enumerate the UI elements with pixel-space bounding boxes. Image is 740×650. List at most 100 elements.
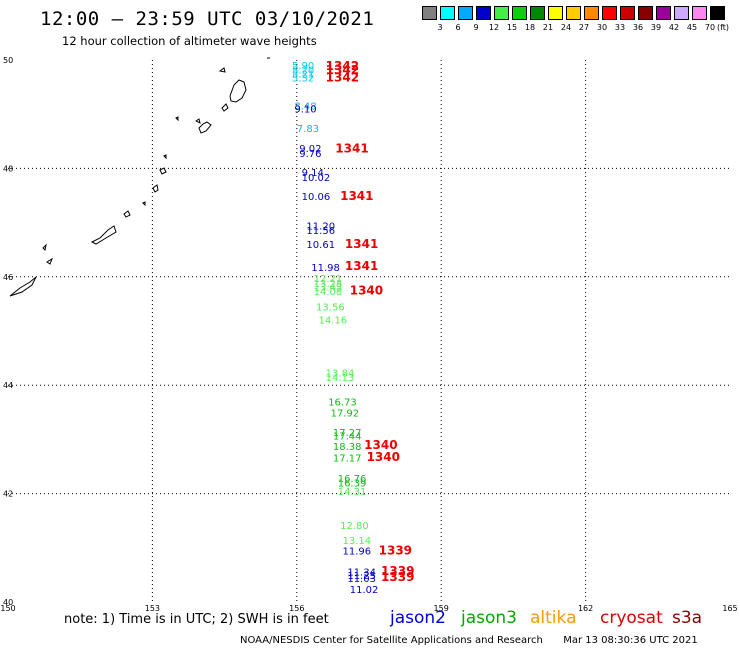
pass-number: 1340 [364, 438, 397, 452]
pass-number: 1340 [350, 284, 383, 298]
scale-swatch [422, 6, 437, 20]
pass-number: 1341 [335, 142, 368, 156]
lon-label: 156 [289, 604, 304, 613]
swh-value: 5.20 [292, 66, 314, 77]
pass-number: 1340 [367, 450, 400, 464]
scale-label: 36 [632, 23, 644, 32]
swh-value: 11.03 [347, 574, 376, 585]
lat-label: 40 [3, 598, 13, 607]
swh-value: 13.28 [314, 279, 343, 290]
pass-number: 1339 [379, 543, 412, 557]
map-title: 12:00 – 23:59 UTC 03/10/2021 [40, 8, 375, 30]
lat-label: 46 [3, 273, 13, 282]
satellite-jason2: jason2 [390, 608, 446, 628]
swh-value: 17.17 [333, 454, 362, 465]
scale-swatch [710, 6, 725, 20]
swh-value: 11.25 [347, 571, 376, 582]
scale-label: 18 [524, 23, 536, 32]
satellite-jason3: jason3 [461, 608, 517, 628]
satellite-s3a: s3a [672, 608, 703, 628]
lon-label: 159 [434, 604, 449, 613]
pass-number: 1341 [345, 259, 378, 273]
scale-swatch [674, 6, 689, 20]
swh-value: 16.39 [338, 479, 367, 490]
pass-number: 1342 [326, 71, 359, 85]
swh-value: 11.96 [343, 546, 372, 557]
scale-label: 27 [578, 23, 590, 32]
scale-label: 39 [650, 23, 662, 32]
swh-value: 11.20 [306, 222, 335, 233]
swh-value: 9.10 [294, 105, 316, 116]
swh-value: 16.73 [328, 397, 357, 408]
swh-value: 7.83 [297, 124, 319, 135]
swh-value: 14.16 [318, 315, 347, 326]
scale-label: 15 [506, 23, 518, 32]
swh-value: 17.44 [333, 431, 362, 442]
pass-number: 1339 [381, 570, 414, 584]
generated-timestamp: Mar 13 08:30:36 UTC 2021 [563, 635, 698, 646]
scale-swatch [494, 6, 509, 20]
scale-label: 42 [668, 23, 680, 32]
footer-note: note: 1) Time is in UTC; 2) SWH is in fe… [64, 612, 329, 627]
swh-value: 11.02 [350, 585, 379, 596]
axis-labels: 150 153 156 159 162 165 50 48 46 44 42 40 [0, 56, 737, 613]
pass-number: 1342 [326, 63, 359, 77]
scale-label: 70 [704, 23, 716, 32]
lat-label: 44 [3, 381, 13, 390]
swh-value: 17.92 [330, 409, 359, 420]
swh-value: 12.80 [340, 521, 369, 532]
lat-label: 42 [3, 490, 13, 499]
pass-number: 1342 [326, 59, 359, 73]
scale-label: 12 [488, 23, 500, 32]
scale-label: 30 [596, 23, 608, 32]
graticule [8, 60, 730, 602]
lon-label: 165 [722, 604, 737, 613]
scale-swatch [440, 6, 455, 20]
swh-value: 9.76 [299, 149, 321, 160]
scale-swatch [458, 6, 473, 20]
swh-value: 5.32 [292, 74, 314, 85]
pass-numbers: 1342134213421341134113411341134013401340… [326, 59, 415, 584]
pass-number: 1341 [340, 189, 373, 203]
swh-value: 13.14 [343, 536, 372, 547]
lon-label: 150 [0, 604, 15, 613]
swh-value: 16.76 [338, 474, 367, 485]
swh-value: 10.02 [302, 173, 331, 184]
satellite-altika: altika [530, 608, 577, 628]
swh-value: 11.98 [311, 263, 340, 274]
credit-line: NOAA/NESDIS Center for Satellite Applica… [240, 635, 698, 646]
pass-number: 1339 [381, 564, 414, 578]
pass-number: 1341 [345, 237, 378, 251]
satellite-cryosat: cryosat [600, 608, 663, 628]
lon-label: 153 [145, 604, 160, 613]
coastline [9, 57, 270, 297]
swh-value: 5.90 [292, 61, 314, 72]
scale-swatch [602, 6, 617, 20]
swh-value: 5.21 [292, 69, 314, 80]
lat-label: 48 [3, 164, 13, 173]
swh-value: 11.34 [347, 567, 376, 578]
swh-value: 12.21 [314, 274, 343, 285]
lat-label: 50 [3, 56, 13, 65]
scale-swatch [530, 6, 545, 20]
swh-value: 18.38 [333, 442, 362, 453]
scale-swatch [620, 6, 635, 20]
swh-value: 8.48 [294, 101, 316, 112]
scale-swatch [584, 6, 599, 20]
swh-value: 13.84 [326, 369, 355, 380]
scale-label: 45 [686, 23, 698, 32]
swh-value: 14.08 [314, 287, 343, 298]
scale-label: 9 [473, 23, 479, 32]
map-subtitle: 12 hour collection of altimeter wave hei… [62, 34, 317, 48]
swh-value: 13.43 [314, 282, 343, 293]
scale-label: 33 [614, 23, 626, 32]
swh-value: 17.27 [333, 428, 362, 439]
scale-swatch [548, 6, 563, 20]
swh-value: 11.56 [306, 226, 335, 237]
swh-value: 10.61 [306, 240, 335, 251]
scale-swatch [692, 6, 707, 20]
scale-label: 21 [542, 23, 554, 32]
scale-swatch [566, 6, 581, 20]
scale-label: 6 [455, 23, 461, 32]
